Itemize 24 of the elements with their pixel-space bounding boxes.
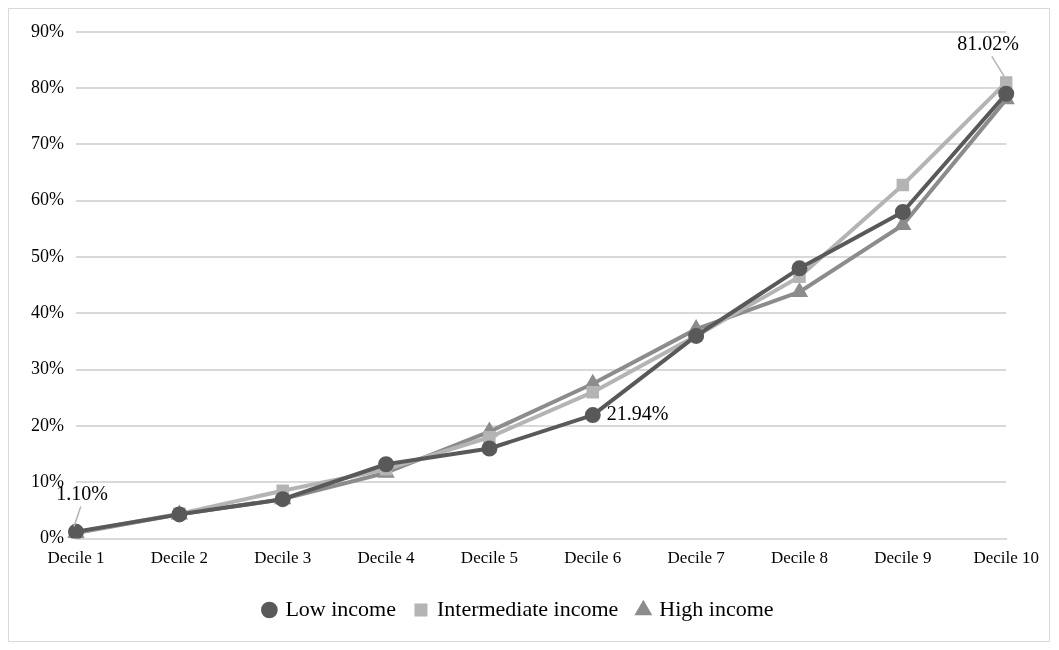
y-tick-label: 0% xyxy=(39,527,64,548)
x-tick-label: Decile 8 xyxy=(770,548,829,568)
legend-label: Intermediate income xyxy=(436,595,619,621)
legend-label: High income xyxy=(659,595,774,621)
legend-label: Low income xyxy=(285,595,396,621)
y-tick-label: 90% xyxy=(30,20,64,41)
x-tick-label: Decile 6 xyxy=(564,548,622,568)
y-tick-label: 30% xyxy=(30,358,64,379)
y-tick-label: 80% xyxy=(30,76,64,97)
x-tick-label: Decile 5 xyxy=(460,548,518,568)
x-tick-label: Decile 2 xyxy=(150,548,208,568)
x-tick-label: Decile 9 xyxy=(874,548,932,568)
data-label: 21.94% xyxy=(606,402,669,425)
y-tick-label: 40% xyxy=(30,302,64,323)
y-tick-label: 70% xyxy=(30,133,64,154)
y-tick-label: 20% xyxy=(30,414,64,435)
x-tick-label: Decile 4 xyxy=(357,548,416,568)
data-label: 81.02% xyxy=(957,31,1020,54)
x-tick-label: Decile 7 xyxy=(667,548,726,568)
x-tick-label: Decile 10 xyxy=(973,548,1039,568)
y-tick-label: 50% xyxy=(30,245,64,266)
x-tick-label: Decile 3 xyxy=(254,548,312,568)
x-tick-label: Decile 1 xyxy=(47,548,105,568)
y-tick-label: 60% xyxy=(30,189,64,210)
